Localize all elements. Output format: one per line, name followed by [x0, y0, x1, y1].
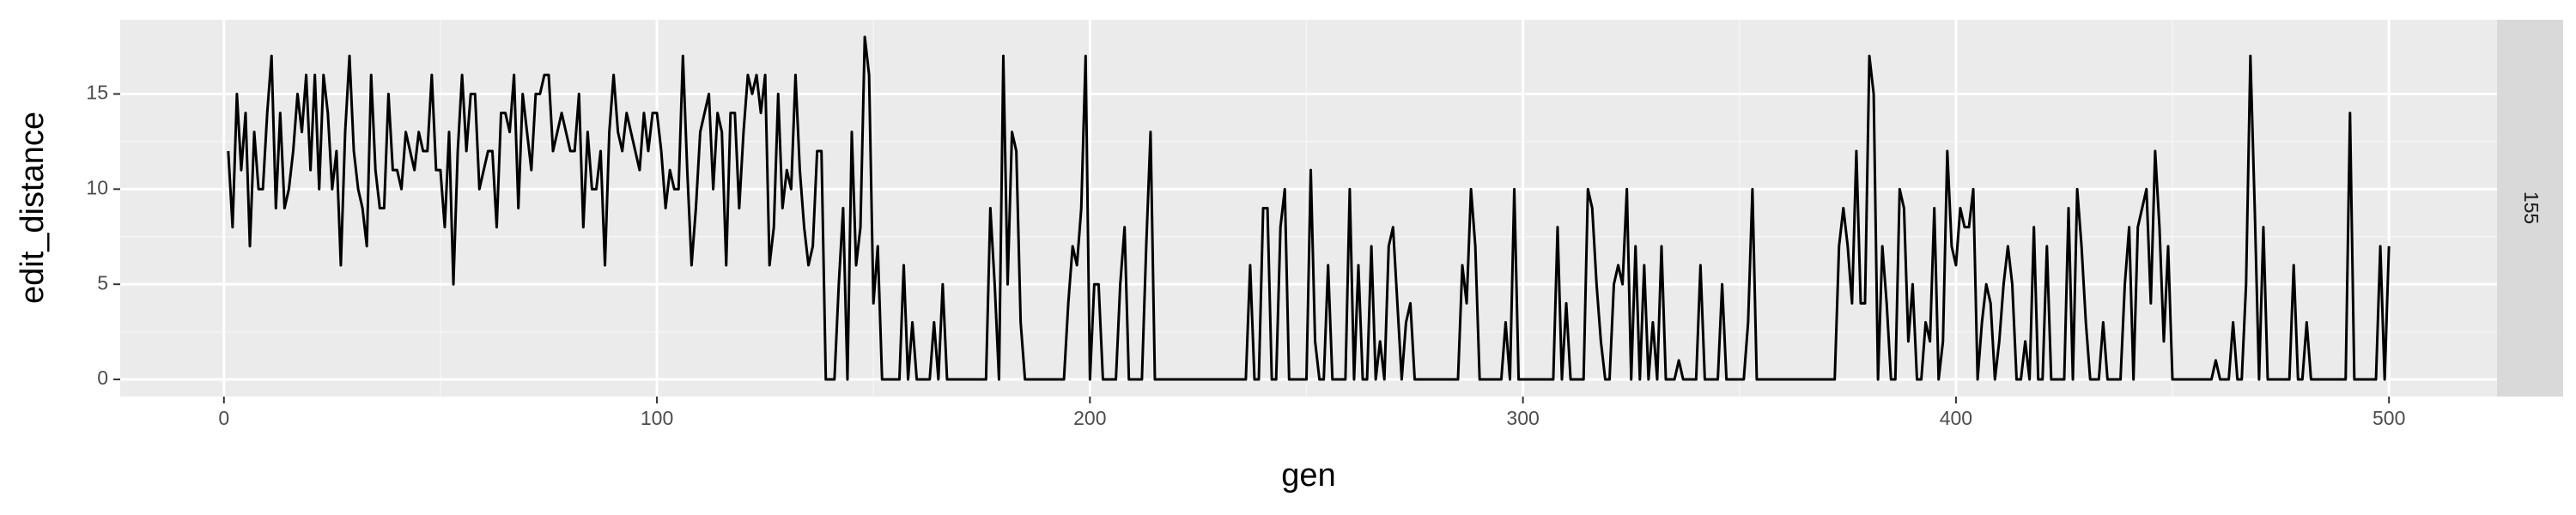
- x-tick-label: 200: [1073, 407, 1106, 429]
- facet-strip: [2497, 20, 2563, 397]
- x-tick-label: 400: [1940, 407, 1972, 429]
- x-tick-label: 0: [218, 407, 229, 429]
- data-line: [227, 35, 2391, 381]
- x-tick-label: 500: [2372, 407, 2405, 429]
- y-axis-title: edit_distance: [15, 112, 51, 304]
- y-tick-label: 0: [97, 367, 108, 389]
- data-layer: [227, 35, 2391, 381]
- x-tick-label: 300: [1506, 407, 1539, 429]
- x-tick-label: 100: [641, 407, 673, 429]
- panel-background: [120, 20, 2497, 397]
- facet-label: 155: [2520, 191, 2543, 224]
- y-tick-label: 15: [86, 82, 108, 104]
- y-tick-label: 5: [97, 271, 108, 294]
- x-axis-title: gen: [1281, 457, 1335, 494]
- y-tick-label: 10: [86, 176, 108, 198]
